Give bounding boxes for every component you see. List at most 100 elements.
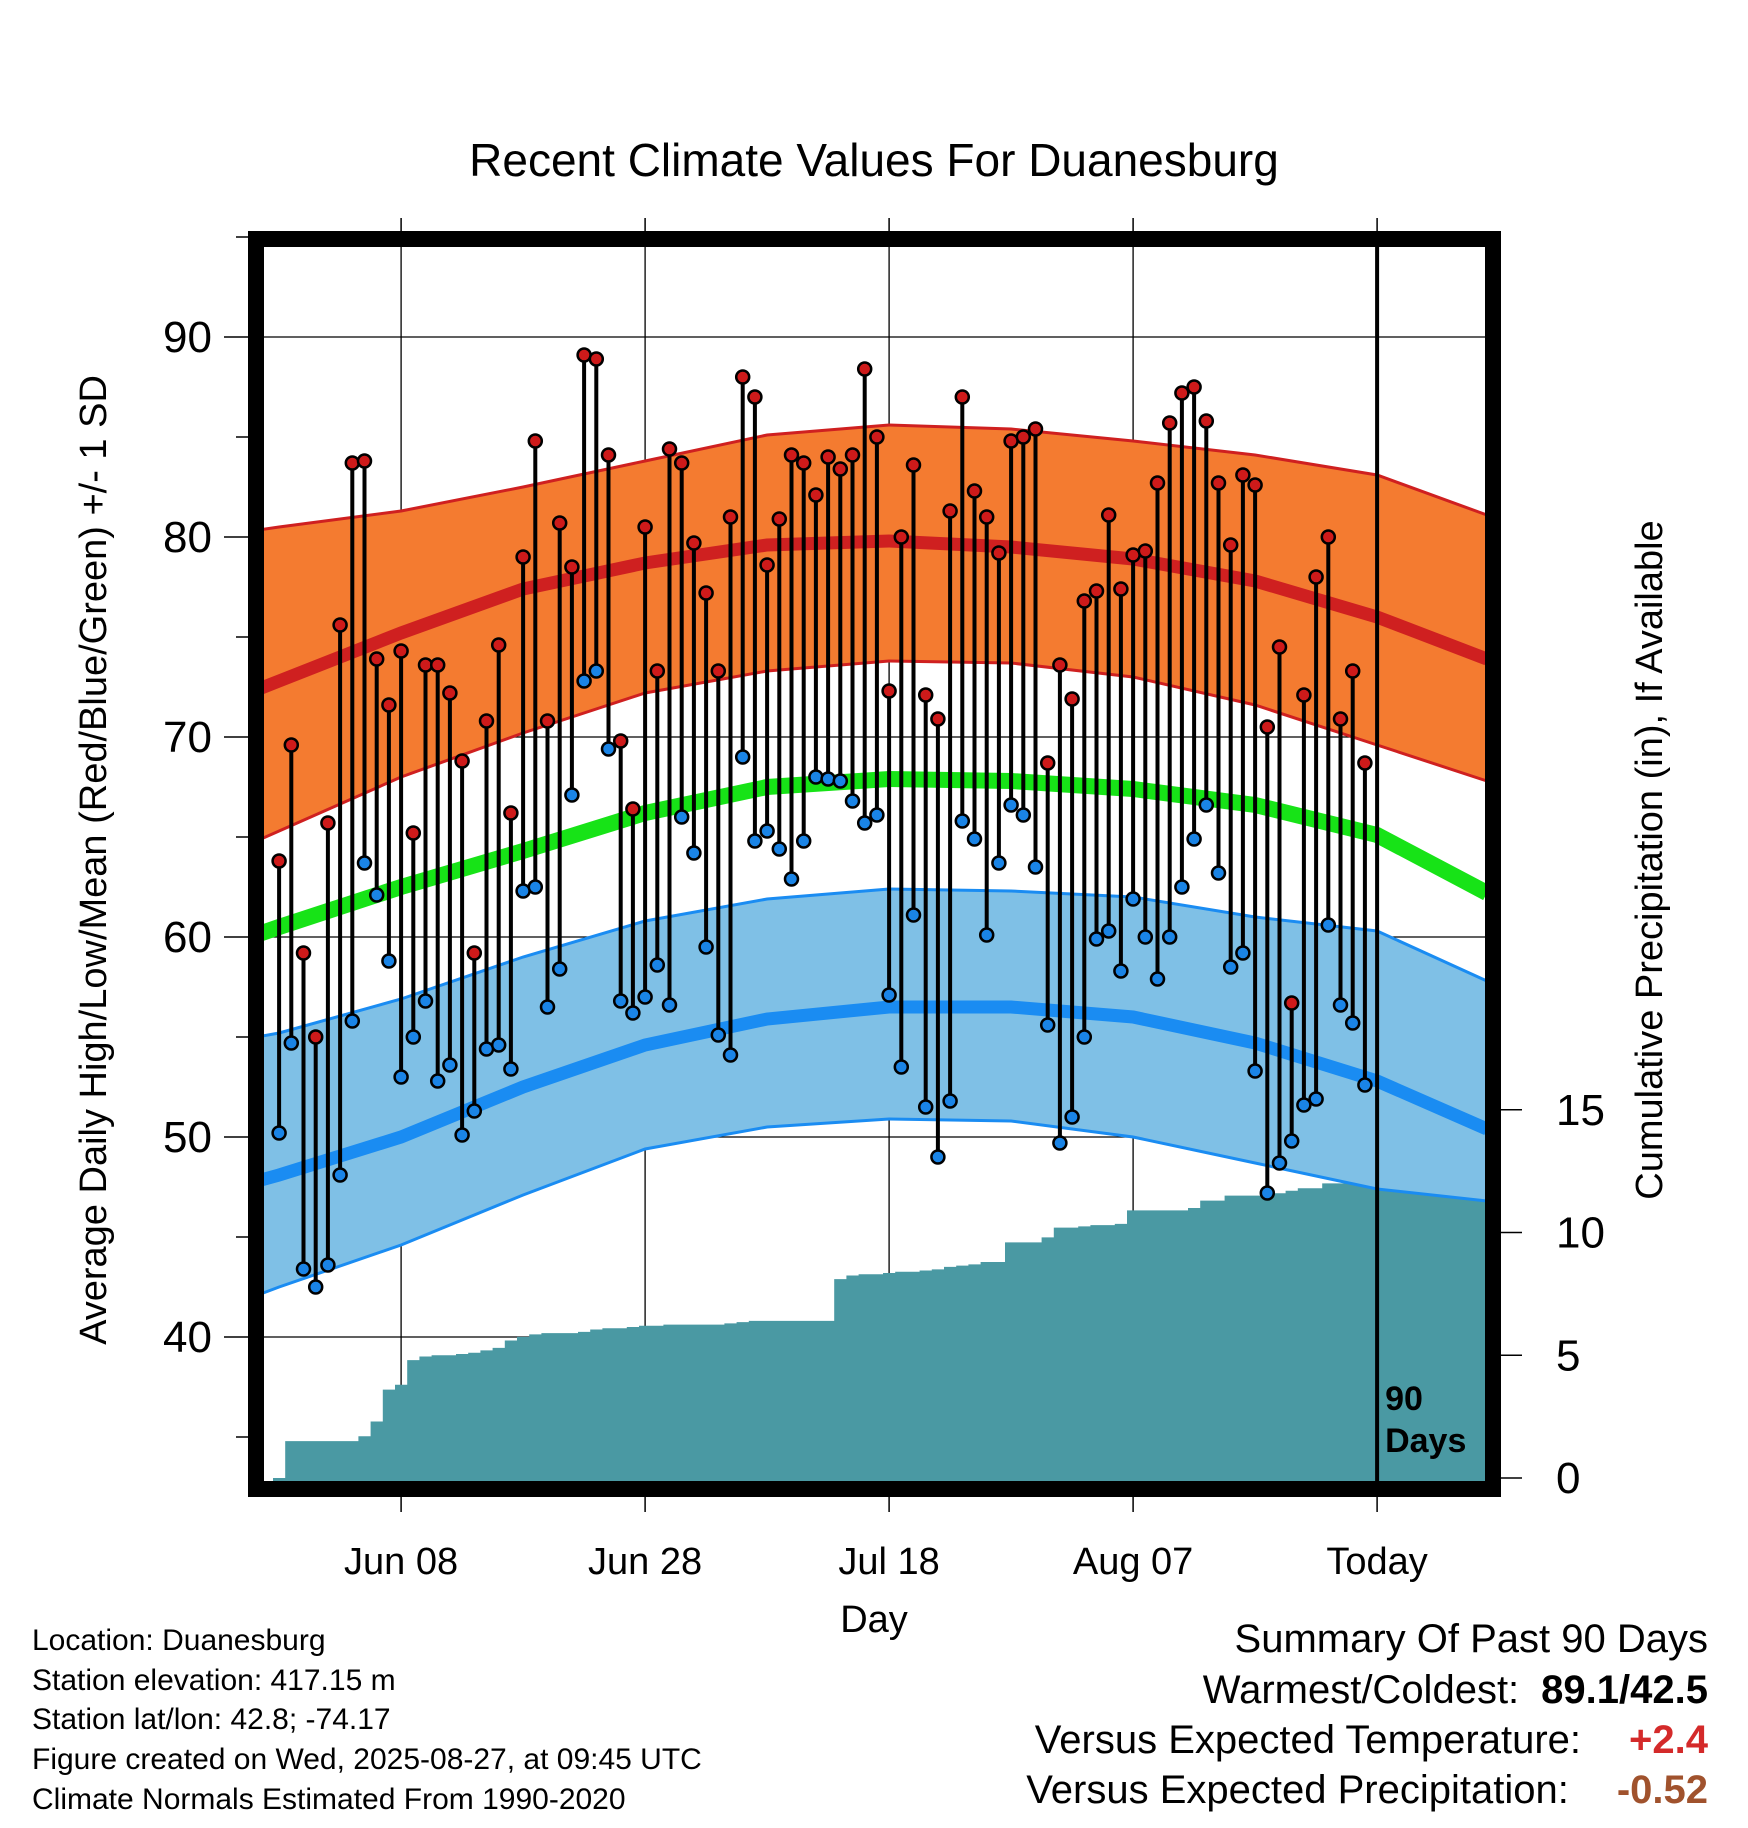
low-point [612, 993, 629, 1009]
high-point [625, 801, 641, 817]
high-point [698, 585, 714, 601]
y-tick-label: 50 [163, 1113, 212, 1162]
summary-precip: Versus Expected Precipitation: -0.52 [1026, 1768, 1708, 1813]
high-point [1015, 429, 1032, 445]
high-point [1137, 543, 1154, 559]
low-point [808, 769, 824, 785]
low-point [466, 1103, 483, 1119]
low-upper-edge [261, 887, 1488, 1038]
high-point [954, 389, 971, 405]
low-point [1027, 859, 1044, 875]
high-point [295, 945, 312, 961]
low-point [454, 1127, 470, 1143]
high-point [344, 455, 361, 471]
low-point [1161, 929, 1178, 945]
high-point [1149, 475, 1166, 491]
low-point [930, 1149, 946, 1165]
low-point [954, 813, 971, 829]
plot-area: 90 Days [261, 244, 1488, 1484]
low-normal-line [261, 1000, 1488, 1187]
low-point [978, 927, 995, 943]
high-point [1039, 755, 1056, 771]
low-point [1186, 831, 1202, 847]
high-point [1222, 537, 1239, 553]
low-point [637, 989, 653, 1005]
high-point [661, 441, 678, 457]
low-point [722, 1047, 739, 1063]
y2-tick-label: 10 [1556, 1209, 1605, 1258]
high-point [429, 657, 446, 673]
low-point [832, 773, 849, 789]
high-point [551, 515, 568, 531]
high-point [1198, 413, 1215, 429]
summary-precip-label: Versus Expected Precipitation: [1026, 1768, 1569, 1812]
low-point [1344, 1015, 1361, 1031]
high-point [1076, 593, 1093, 609]
low-point [1296, 1097, 1312, 1113]
high-point [832, 461, 849, 477]
y-tick-label: 40 [163, 1313, 212, 1362]
low-point [551, 961, 568, 977]
high-point [307, 1029, 324, 1045]
high-point [1235, 467, 1251, 483]
low-point [271, 1125, 287, 1141]
y2-tick-label: 5 [1556, 1331, 1580, 1380]
high-point [795, 455, 812, 471]
low-point [1039, 1017, 1056, 1033]
low-point [991, 855, 1007, 871]
high-point [1357, 755, 1373, 771]
high-point [600, 447, 617, 463]
low-point [576, 673, 592, 689]
high-point [1210, 475, 1227, 491]
summary-temp-label: Versus Expected Temperature: [1034, 1718, 1582, 1762]
low-point [1100, 923, 1117, 939]
today-days-label: 90 Days [1385, 1380, 1466, 1460]
low-point [1357, 1077, 1373, 1093]
low-point [417, 993, 434, 1009]
high-point [1332, 711, 1349, 727]
low-point [869, 807, 885, 823]
high-point [503, 805, 519, 821]
y2-tick-label: 0 [1556, 1454, 1580, 1503]
high-point [734, 369, 751, 385]
high-point [649, 663, 666, 679]
low-point [625, 1005, 641, 1021]
high-point [454, 753, 470, 769]
high-point [393, 643, 409, 659]
low-point [710, 1027, 727, 1043]
high-point [381, 697, 397, 713]
high-point [1259, 719, 1276, 735]
high-point [1271, 639, 1288, 655]
x-tick-label: Today [1326, 1541, 1427, 1583]
high-point [759, 557, 775, 573]
info-latlon: Station lat/lon: 42.8; -74.17 [32, 1703, 391, 1736]
high-point [515, 549, 531, 565]
high-point [978, 509, 995, 525]
high-point [722, 509, 739, 525]
high-point [478, 713, 495, 729]
high-point [991, 545, 1007, 561]
low-point [1235, 945, 1251, 961]
high-point [1186, 379, 1202, 395]
high-point [942, 503, 958, 519]
low-point [759, 823, 775, 839]
low-point [405, 1029, 422, 1045]
low-point [893, 1059, 910, 1075]
info-location: Location: Duanesburg [32, 1624, 326, 1657]
low-point [1210, 865, 1227, 881]
y-tick-label: 70 [163, 713, 212, 762]
low-point [344, 1013, 361, 1029]
low-point [1149, 971, 1166, 987]
low-point [673, 809, 690, 825]
low-point [393, 1069, 409, 1085]
low-point [856, 815, 873, 831]
high-point [808, 487, 824, 503]
high-point [966, 483, 983, 499]
low-point [429, 1073, 446, 1089]
y-axis-title: Average Daily High/Low/Mean (Red/Blue/Gr… [73, 375, 115, 1345]
y2-axis-title: Cumulative Precipitation (in), If Availa… [1629, 520, 1671, 1199]
low-point [747, 833, 763, 849]
high-point [930, 711, 946, 727]
low-point [844, 793, 861, 809]
low-point [539, 999, 556, 1015]
